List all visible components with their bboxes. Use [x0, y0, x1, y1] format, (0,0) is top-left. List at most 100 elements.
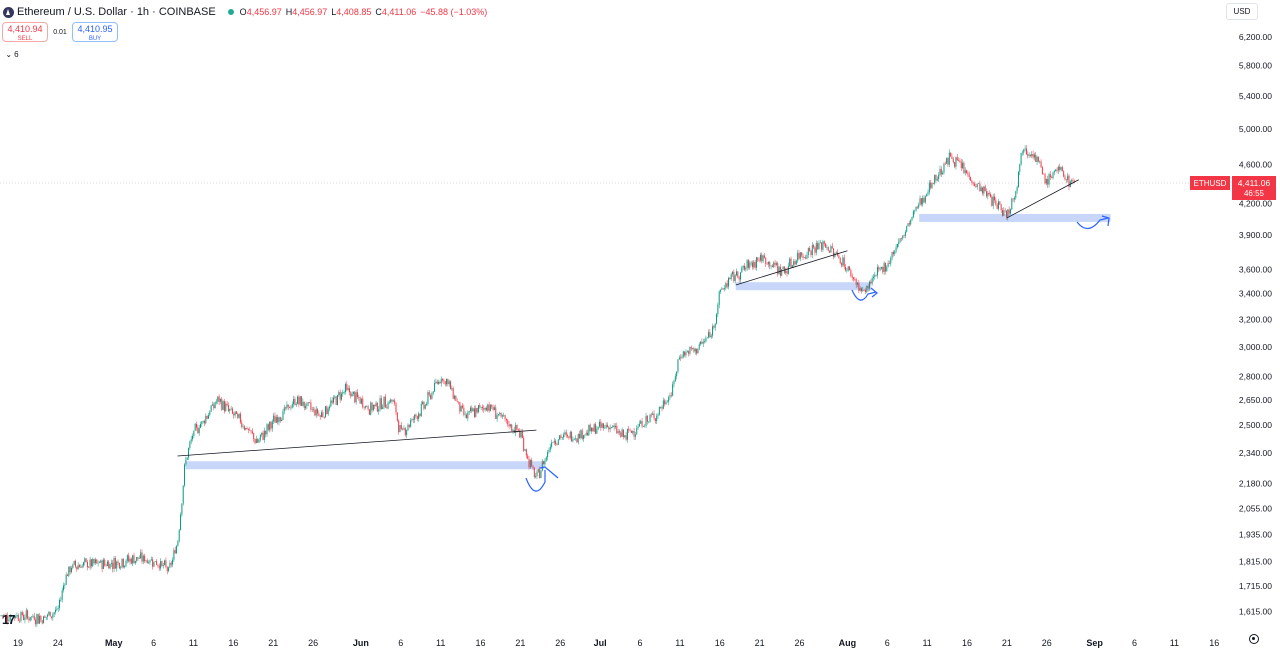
- candle: [454, 395, 456, 399]
- candle: [754, 261, 756, 268]
- x-tick-label: 6: [638, 638, 643, 648]
- candle: [168, 567, 170, 572]
- x-tick-label: 26: [795, 638, 805, 648]
- candle: [379, 398, 381, 410]
- candle: [644, 425, 646, 427]
- market-status-icon: [227, 9, 234, 15]
- candle: [430, 395, 432, 399]
- candle: [900, 238, 902, 240]
- candle: [621, 429, 623, 437]
- candle: [673, 380, 675, 385]
- candle: [561, 437, 563, 439]
- candle: [130, 558, 132, 564]
- candle: [728, 278, 730, 287]
- settings-gear-icon[interactable]: [1249, 634, 1259, 644]
- ohlc-value: 4,408.85: [336, 7, 372, 17]
- candle: [1012, 198, 1014, 200]
- candle: [86, 561, 88, 568]
- candle: [527, 455, 529, 459]
- candle: [226, 403, 228, 406]
- candle: [497, 414, 499, 416]
- candle: [306, 403, 308, 407]
- candle: [577, 434, 579, 443]
- candle: [329, 406, 331, 409]
- candle: [549, 446, 551, 451]
- candle: [512, 429, 514, 431]
- candle: [759, 254, 761, 261]
- candle: [80, 567, 82, 568]
- candle: [557, 439, 559, 445]
- candle: [47, 614, 49, 617]
- candle: [3, 615, 5, 617]
- support-zone[interactable]: [735, 282, 872, 291]
- candle: [1060, 167, 1062, 170]
- candle: [283, 407, 285, 412]
- candle: [360, 398, 362, 404]
- sell-button[interactable]: 4,410.94 SELL: [2, 22, 48, 42]
- currency-button[interactable]: USD: [1226, 3, 1258, 20]
- support-zone[interactable]: [919, 213, 1111, 222]
- candle: [386, 407, 388, 409]
- x-tick-label: 24: [53, 638, 63, 648]
- candle: [72, 564, 74, 568]
- candle: [116, 561, 118, 569]
- candle: [124, 565, 126, 568]
- candle: [84, 558, 86, 563]
- candle: [690, 347, 692, 349]
- candle: [65, 574, 67, 585]
- candle: [43, 616, 45, 624]
- candle: [336, 395, 338, 405]
- candle: [102, 559, 104, 570]
- candle: [741, 267, 743, 273]
- candle: [609, 427, 611, 430]
- candle: [1023, 149, 1025, 153]
- support-zone[interactable]: [185, 461, 545, 470]
- candle: [841, 263, 843, 266]
- candle: [581, 430, 583, 439]
- candle: [956, 157, 958, 161]
- candle: [616, 425, 618, 434]
- candle: [1039, 161, 1041, 163]
- candle: [1016, 187, 1018, 192]
- candle: [544, 460, 546, 465]
- candle: [269, 421, 271, 430]
- x-tick-label: 6: [1132, 638, 1137, 648]
- y-tick-label: 6,200.00: [1239, 32, 1272, 42]
- candle: [991, 196, 993, 206]
- candle: [488, 404, 490, 411]
- candle: [670, 395, 672, 396]
- candle: [321, 412, 323, 418]
- candle: [295, 404, 297, 406]
- candle: [531, 459, 533, 467]
- candle: [279, 417, 281, 422]
- candle: [322, 412, 324, 417]
- symbol-title[interactable]: Ethereum / U.S. Dollar · 1h · COINBASE: [17, 6, 216, 18]
- candle: [678, 357, 680, 360]
- candle: [842, 257, 844, 266]
- candle: [825, 243, 827, 248]
- candle: [738, 277, 740, 280]
- buy-button[interactable]: 4,410.95 BUY: [72, 22, 118, 42]
- candle: [106, 561, 108, 566]
- x-tick-label: 11: [1170, 638, 1179, 648]
- y-tick-label: 3,900.00: [1239, 230, 1272, 240]
- candle: [914, 210, 916, 212]
- candle: [132, 555, 134, 564]
- candle: [0, 615, 2, 616]
- trendline[interactable]: [735, 250, 848, 286]
- candle: [567, 434, 569, 437]
- trendline[interactable]: [1006, 179, 1079, 219]
- candle: [946, 157, 948, 164]
- candle: [500, 413, 502, 417]
- candle: [996, 204, 998, 209]
- candle: [227, 405, 229, 411]
- trendline[interactable]: [177, 429, 537, 457]
- y-tick-label: 2,500.00: [1239, 420, 1272, 430]
- candle: [766, 264, 768, 265]
- candle: [149, 560, 151, 563]
- candle: [359, 397, 361, 404]
- indicators-toggle[interactable]: ⌄ 6: [2, 48, 22, 60]
- candle: [787, 265, 789, 274]
- candle: [630, 430, 632, 433]
